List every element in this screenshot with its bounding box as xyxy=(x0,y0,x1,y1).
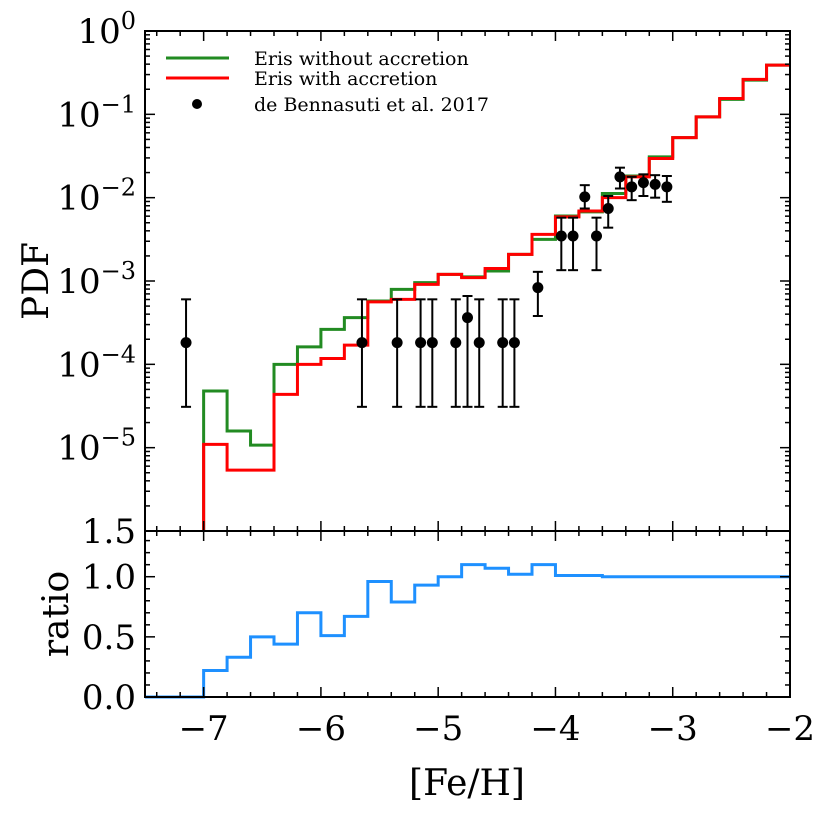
legend-label-de-bennasuti: de Bennasuti et al. 2017 xyxy=(254,94,489,116)
top-y-tick-labels: 100 10−1 10−2 10−3 10−4 10−5 xyxy=(57,7,136,469)
series-step-1 xyxy=(202,63,790,531)
data-point-2 xyxy=(391,337,403,349)
y-axis-title-ratio: ratio xyxy=(36,571,77,657)
data-point-0 xyxy=(180,337,192,349)
y-tick-label-bottom: 1.5 xyxy=(82,512,136,552)
data-point-3 xyxy=(415,337,427,349)
legend-marker-black xyxy=(192,99,202,109)
data-point-4 xyxy=(426,337,438,349)
data-point-16 xyxy=(614,171,626,183)
data-point-7 xyxy=(473,337,485,349)
bottom-ticks-layer xyxy=(145,531,791,698)
legend-label-without-accretion: Eris without accretion xyxy=(254,48,469,70)
x-tick-label-3: −4 xyxy=(530,709,580,749)
y-axis-title-pdf: PDF xyxy=(16,242,57,320)
ratio-step-line xyxy=(145,563,790,699)
data-point-6 xyxy=(462,312,473,324)
y-tick-label-top-2: 10−2 xyxy=(57,174,136,219)
data-point-19 xyxy=(649,178,661,190)
data-point-13 xyxy=(579,191,591,203)
data-point-17 xyxy=(626,181,638,193)
data-point-20 xyxy=(661,181,673,193)
data-point-18 xyxy=(637,177,649,189)
top-series-layer xyxy=(180,63,790,531)
top-panel: 100 10−1 10−2 10−3 10−4 10−5 1.5 PDF Eris wit… xyxy=(16,7,791,552)
x-tick-label-2: −5 xyxy=(413,709,463,749)
x-tick-label-1: −6 xyxy=(296,709,346,749)
series-step-0 xyxy=(202,63,790,531)
legend: Eris without accretion Eris with accreti… xyxy=(166,48,489,116)
bottom-panel: 0.0 0.5 1.0 −7 −6 −5 −4 −3 −2 ratio [Fe/H] xyxy=(36,530,815,804)
bottom-plot-frame xyxy=(144,530,791,698)
data-point-5 xyxy=(450,337,462,349)
data-point-11 xyxy=(555,230,567,242)
data-point-14 xyxy=(591,230,602,242)
data-point-9 xyxy=(508,337,520,349)
y-tick-label-top-5: 10−5 xyxy=(57,424,136,469)
data-point-12 xyxy=(567,230,579,242)
bottom-y-tick-label-0: 0.0 xyxy=(82,678,136,718)
x-tick-label-5: −2 xyxy=(765,709,815,749)
y-tick-label-top-3: 10−3 xyxy=(57,257,136,302)
x-tick-label-0: −7 xyxy=(179,709,229,749)
data-point-10 xyxy=(532,282,544,294)
data-point-8 xyxy=(497,337,509,349)
bottom-y-tick-label-1: 0.5 xyxy=(82,618,136,658)
x-tick-label-4: −3 xyxy=(648,709,698,749)
data-point-15 xyxy=(602,203,614,214)
y-tick-label-top-0: 100 xyxy=(77,7,136,52)
bottom-tick-labels: 0.0 0.5 1.0 −7 −6 −5 −4 −3 −2 xyxy=(82,558,815,749)
y-tick-label-top-4: 10−4 xyxy=(57,340,136,385)
data-point-1 xyxy=(356,337,368,349)
y-tick-label-top-1: 10−1 xyxy=(57,90,136,135)
bottom-y-tick-label-2: 1.0 xyxy=(82,558,136,598)
x-axis-title: [Fe/H] xyxy=(409,763,525,804)
legend-label-with-accretion: Eris with accretion xyxy=(254,68,437,90)
bottom-series-layer xyxy=(145,563,790,699)
